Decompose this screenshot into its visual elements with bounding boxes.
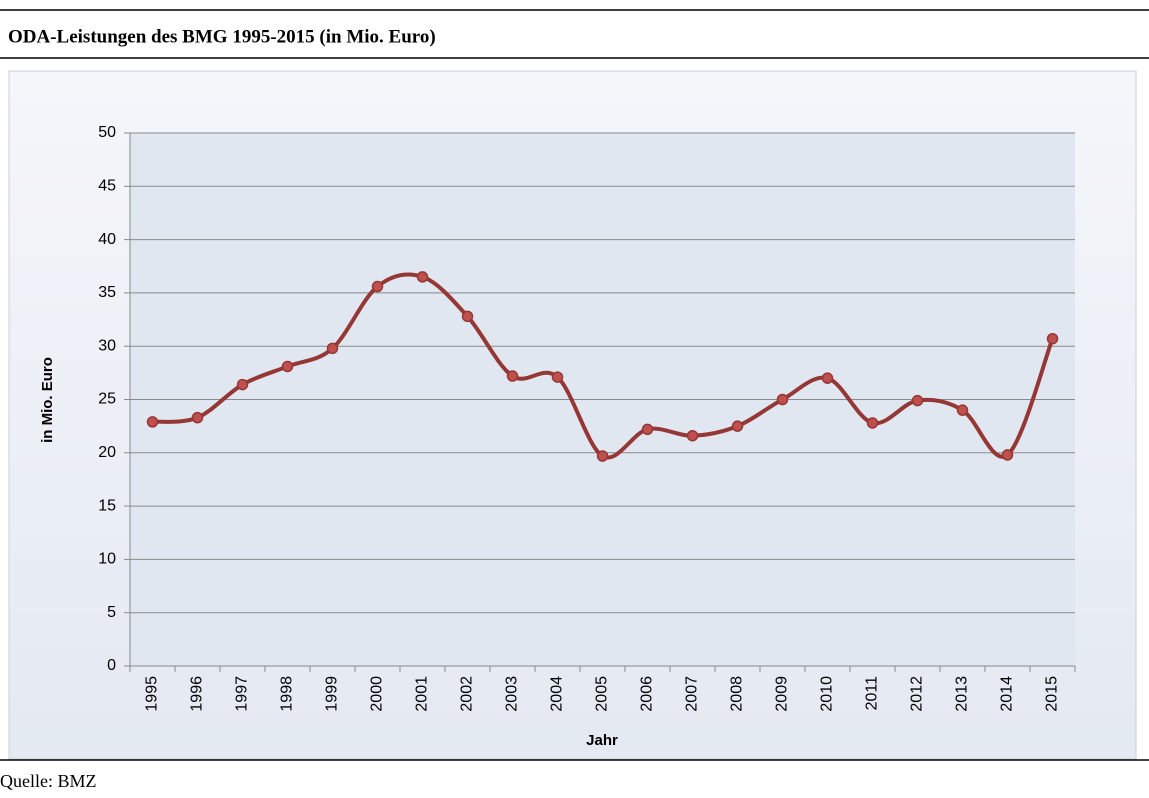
y-axis-label: in Mio. Euro bbox=[39, 357, 56, 443]
x-tick-label: 2009 bbox=[774, 676, 791, 712]
y-tick-label: 20 bbox=[98, 444, 116, 461]
source: Quelle: BMZ bbox=[0, 771, 97, 791]
point bbox=[281, 360, 294, 373]
point bbox=[776, 393, 789, 406]
point bbox=[1001, 449, 1014, 461]
point bbox=[731, 420, 744, 432]
point bbox=[461, 310, 474, 323]
point bbox=[596, 450, 609, 462]
x-tick-label: 1996 bbox=[189, 676, 206, 712]
y-tick-label: 5 bbox=[107, 604, 116, 621]
y-tick-label: 0 bbox=[107, 657, 116, 674]
x-tick-label: 2007 bbox=[684, 676, 701, 712]
point bbox=[326, 342, 339, 355]
point bbox=[821, 372, 834, 384]
point bbox=[146, 416, 159, 428]
x-tick-label: 2012 bbox=[909, 676, 926, 712]
x-tick-label: 1997 bbox=[234, 676, 251, 712]
x-tick-label: 2005 bbox=[594, 676, 611, 712]
point bbox=[371, 280, 384, 293]
x-tick-label: 2010 bbox=[819, 676, 836, 712]
point bbox=[956, 404, 969, 416]
point bbox=[641, 423, 654, 436]
x-tick-label: 1998 bbox=[279, 676, 296, 712]
x-tick-label: 2002 bbox=[459, 676, 476, 712]
y-tick-label: 35 bbox=[98, 284, 116, 301]
point bbox=[866, 417, 879, 429]
x-tick-label: 2008 bbox=[729, 676, 746, 712]
x-tick-label: 1995 bbox=[144, 676, 161, 712]
x-tick-label: 1999 bbox=[324, 676, 341, 712]
x-tick-label: 2001 bbox=[414, 676, 431, 712]
x-tick-label: 2013 bbox=[954, 676, 971, 712]
point bbox=[551, 371, 564, 383]
x-tick-label: 2006 bbox=[639, 676, 656, 712]
x-tick-label: 2011 bbox=[864, 676, 881, 711]
x-axis-label: Jahr bbox=[586, 732, 618, 749]
point bbox=[911, 394, 924, 407]
y-tick-label: 30 bbox=[98, 337, 116, 354]
point bbox=[506, 370, 519, 382]
y-tick-label: 15 bbox=[98, 497, 116, 514]
x-tick-label: 2003 bbox=[504, 676, 521, 712]
point bbox=[236, 378, 249, 391]
y-tick-label: 40 bbox=[98, 231, 116, 248]
point bbox=[416, 271, 429, 283]
x-tick-label: 2000 bbox=[369, 676, 386, 712]
chart-title: ODA-Leistungen des BMG 1995-2015 (in Mio… bbox=[8, 26, 436, 47]
point bbox=[1046, 332, 1059, 345]
point bbox=[191, 411, 204, 424]
point bbox=[686, 429, 699, 442]
x-tick-label: 2015 bbox=[1044, 676, 1061, 712]
x-tick-label: 2014 bbox=[999, 676, 1016, 712]
y-tick-label: 50 bbox=[98, 124, 116, 141]
y-tick-label: 45 bbox=[98, 178, 116, 195]
x-tick-label: 2004 bbox=[549, 676, 566, 712]
y-tick-label: 10 bbox=[98, 551, 116, 568]
y-tick-label: 25 bbox=[98, 391, 116, 408]
